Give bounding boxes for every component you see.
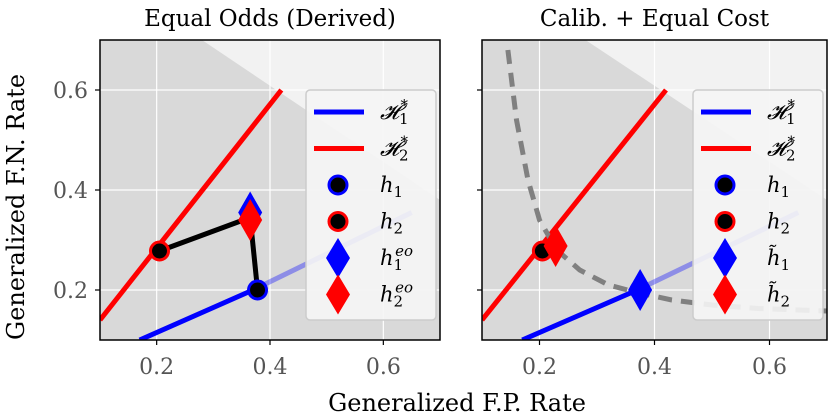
legend-box [305, 89, 437, 321]
legend-label: h1 [767, 173, 790, 201]
legend-label: h̃2 [767, 282, 790, 311]
point-marker-circle [149, 240, 170, 262]
panel-2: Calib. + Equal Cost 0.2 0.4 0.6 𝓗1* 𝓗2* h1 h2 h̃… [477, 6, 828, 380]
legend-circle-swatch [327, 211, 349, 232]
series-line-solid [521, 287, 639, 340]
legend-label: 𝓗1* [767, 96, 796, 128]
series-line-solid [138, 287, 255, 340]
x-tick-label: 0.6 [752, 355, 787, 380]
legend-circle-swatch [714, 174, 736, 196]
legend-box [692, 89, 824, 321]
chart-title: Calib. + Equal Cost [540, 6, 770, 32]
chart-title: Equal Odds (Derived) [144, 6, 396, 32]
legend-label: 𝓗2* [380, 133, 409, 165]
x-tick-label: 0.4 [637, 355, 672, 380]
legend: 𝓗1* 𝓗2* h1 h2 h̃1 h̃2 [692, 89, 824, 321]
legend-label: h1 [380, 173, 403, 201]
x-tick-label: 0.6 [366, 355, 401, 380]
y-tick-label: 0.2 [53, 279, 88, 304]
legend-diamond-swatch [713, 274, 737, 315]
chart-panels: Equal Odds (Derived) 0.2 0.4 0.6 0.2 0.4 0.6 𝓗1… [53, 6, 828, 380]
x-axis-label: Generalized F.P. Rate [328, 389, 586, 415]
legend-circle-swatch [714, 211, 736, 232]
y-tick-label: 0.6 [53, 79, 88, 104]
x-tick-label: 0.2 [139, 355, 174, 380]
legend-circle-swatch [327, 174, 349, 196]
equal-cost-curve [505, 49, 827, 314]
legend-label: h2 [767, 210, 790, 238]
x-tick-label: 0.4 [253, 355, 288, 380]
legend-label: h̃1 [767, 245, 790, 274]
x-tick-label: 0.2 [522, 355, 557, 380]
point-marker-diamond [238, 199, 263, 241]
legend-label: 𝓗2* [767, 133, 796, 165]
legend-label: h2 [380, 210, 403, 238]
legend-diamond-swatch [713, 238, 737, 278]
y-axis-label: Generalized F.N. Rate [2, 74, 30, 340]
legend-label: h2eo [380, 279, 413, 311]
y-tick-label: 0.4 [53, 179, 88, 204]
series-line [482, 88, 668, 322]
point-marker-diamond [543, 225, 568, 267]
panel-1: Equal Odds (Derived) 0.2 0.4 0.6 0.2 0.4 0.6 𝓗1… [53, 6, 441, 380]
legend-label: h1eo [380, 242, 413, 274]
legend-diamond-swatch [326, 274, 350, 315]
legend-diamond-swatch [326, 238, 350, 278]
point-marker-circle [247, 279, 269, 301]
series-line [100, 88, 284, 322]
legend-label: 𝓗1* [380, 96, 409, 128]
point-marker-diamond [628, 269, 653, 311]
legend: 𝓗1* 𝓗2* h1 h2 h1eo h2eo [305, 89, 437, 321]
